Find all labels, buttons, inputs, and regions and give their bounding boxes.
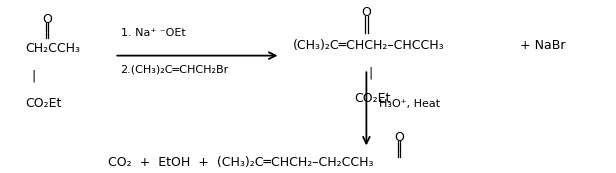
Text: O: O: [42, 13, 52, 26]
Text: CO₂  +  EtOH  +  (CH₃)₂C═CHCH₂–CH₂CCH₃: CO₂ + EtOH + (CH₃)₂C═CHCH₂–CH₂CCH₃: [108, 156, 374, 169]
Text: (CH₃)₂C═CHCH₂–CHCCH₃: (CH₃)₂C═CHCH₂–CHCCH₃: [293, 39, 444, 52]
Text: |: |: [368, 66, 373, 79]
Text: CH₂CCH₃: CH₂CCH₃: [25, 42, 80, 55]
Text: CO₂Et: CO₂Et: [355, 92, 391, 105]
Text: |: |: [31, 70, 35, 83]
Text: 2.(CH₃)₂C═CHCH₂Br: 2.(CH₃)₂C═CHCH₂Br: [121, 64, 229, 74]
Text: O: O: [362, 6, 371, 19]
Text: 1. Na⁺ ⁻OEt: 1. Na⁺ ⁻OEt: [121, 28, 185, 38]
Text: H₃O⁺, Heat: H₃O⁺, Heat: [379, 99, 440, 109]
Text: CO₂Et: CO₂Et: [25, 97, 62, 110]
Text: O: O: [394, 131, 404, 144]
Text: + NaBr: + NaBr: [520, 39, 565, 52]
